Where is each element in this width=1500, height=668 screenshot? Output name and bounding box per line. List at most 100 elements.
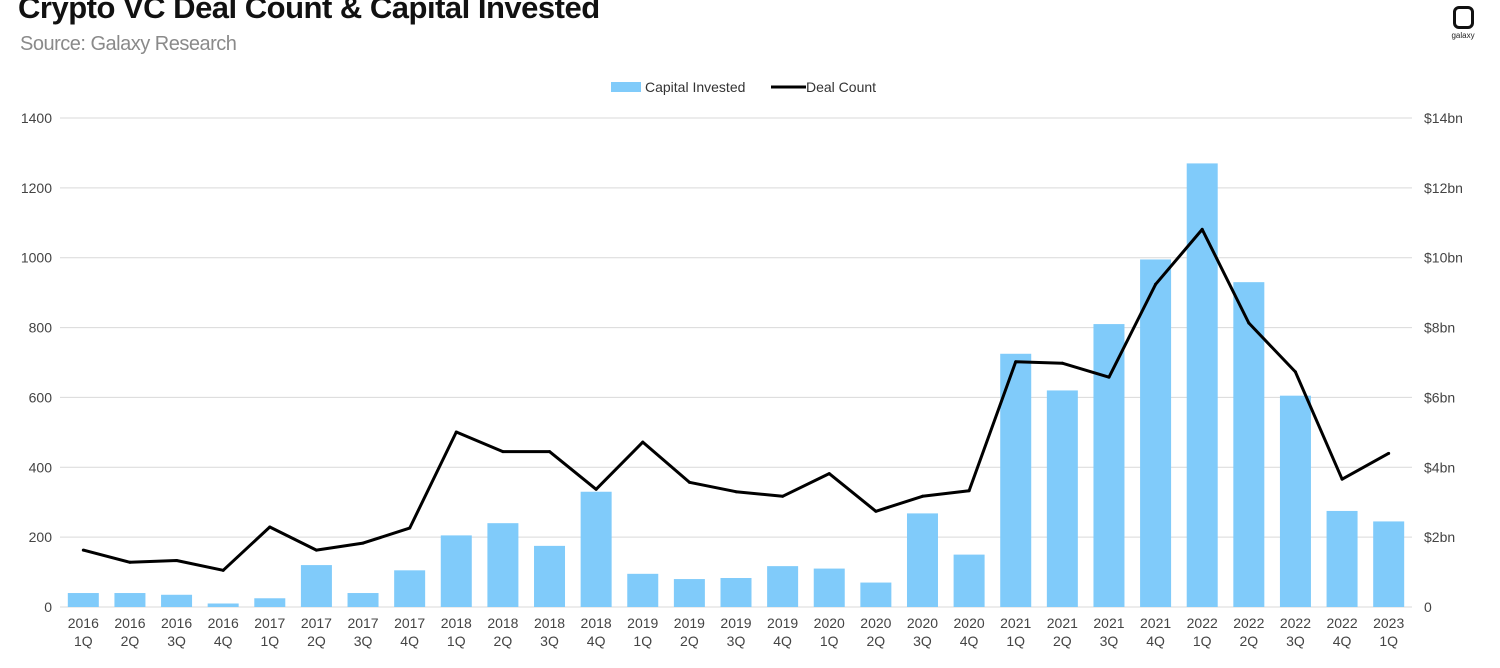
left-tick-label: 0 (44, 599, 52, 615)
x-tick-year: 2021 (1000, 615, 1031, 631)
left-tick-label: 1200 (21, 180, 52, 196)
galaxy-logo: galaxy (1446, 6, 1480, 40)
capital-invested-bar (1186, 163, 1218, 607)
right-tick-label: $10bn (1424, 250, 1463, 266)
capital-invested-bar (906, 513, 938, 607)
x-tick-quarter: 4Q (773, 633, 792, 649)
x-tick-quarter: 2Q (494, 633, 513, 649)
deal-count-point (81, 548, 85, 552)
x-tick-year: 2022 (1280, 615, 1311, 631)
x-tick-quarter: 1Q (1006, 633, 1025, 649)
x-tick-year: 2021 (1140, 615, 1171, 631)
chart-title: Crypto VC Deal Count & Capital Invested (18, 0, 600, 25)
x-tick-year: 2017 (394, 615, 425, 631)
capital-invested-bar (254, 598, 286, 607)
x-tick-quarter: 1Q (1193, 633, 1212, 649)
deal-count-point (1293, 370, 1297, 374)
x-tick-year: 2018 (487, 615, 518, 631)
deal-count-point (641, 440, 645, 444)
left-axis: 0 200 400 600 800 1000 1200 1400 (21, 110, 52, 615)
deal-count-point (548, 450, 552, 454)
deal-count-point (1247, 321, 1251, 325)
x-tick-quarter: 1Q (820, 633, 839, 649)
left-tick-label: 400 (29, 459, 53, 475)
deal-count-point (314, 548, 318, 552)
x-tick-year: 2017 (301, 615, 332, 631)
x-tick-quarter: 3Q (540, 633, 559, 649)
deal-count-point (128, 560, 132, 564)
capital-invested-bar (1233, 282, 1265, 607)
x-tick-quarter: 1Q (1379, 633, 1398, 649)
x-tick-quarter: 4Q (960, 633, 979, 649)
galaxy-logo-icon (1452, 6, 1474, 29)
galaxy-logo-text: galaxy (1451, 31, 1475, 40)
x-tick-year: 2016 (68, 615, 99, 631)
right-tick-label: $8bn (1424, 320, 1455, 336)
capital-invested-bar (300, 565, 332, 607)
deal-count-point (1107, 375, 1111, 379)
capital-invested-bar (953, 554, 985, 607)
legend-label-deal-count: Deal Count (806, 79, 876, 95)
deal-count-point (268, 525, 272, 529)
deal-count-point (920, 494, 924, 498)
deal-count-point (594, 487, 598, 491)
deal-count-point (1060, 361, 1064, 365)
x-tick-quarter: 4Q (214, 633, 233, 649)
deal-count-line (81, 227, 1391, 572)
x-tick-quarter: 2Q (867, 633, 886, 649)
x-tick-year: 2021 (1093, 615, 1124, 631)
x-tick-year: 2018 (534, 615, 565, 631)
x-tick-quarter: 4Q (400, 633, 419, 649)
x-axis: 2016 1Q 2016 2Q 2016 3Q 2016 4Q 2017 1Q 2017 2Q 2017… (68, 615, 1405, 649)
x-tick-year: 2019 (674, 615, 705, 631)
x-tick-year: 2020 (907, 615, 938, 631)
right-tick-label: 0 (1424, 599, 1432, 615)
x-tick-year: 2020 (814, 615, 845, 631)
capital-invested-bar (1140, 259, 1172, 607)
deal-count-point (1340, 477, 1344, 481)
capital-invested-bar (1046, 390, 1078, 607)
x-tick-quarter: 1Q (260, 633, 279, 649)
capital-invested-bar (161, 594, 193, 607)
capital-invested-bar (114, 593, 146, 607)
capital-invested-bar (207, 603, 239, 607)
legend-label-capital-invested: Capital Invested (645, 79, 745, 95)
x-tick-quarter: 2Q (680, 633, 699, 649)
x-tick-year: 2016 (114, 615, 145, 631)
deal-count-point (221, 568, 225, 572)
capital-invested-bar (1093, 324, 1125, 607)
capital-invested-bar (673, 579, 705, 607)
capital-invested-bar (1326, 510, 1358, 607)
deal-count-point (827, 472, 831, 476)
x-tick-quarter: 4Q (587, 633, 606, 649)
capital-invested-bar (1000, 353, 1032, 607)
capital-invested-bar (627, 573, 659, 607)
capital-invested-bars (67, 163, 1405, 607)
x-tick-quarter: 3Q (1100, 633, 1119, 649)
left-tick-label: 1000 (21, 250, 52, 266)
x-tick-year: 2021 (1047, 615, 1078, 631)
x-tick-quarter: 1Q (447, 633, 466, 649)
right-tick-label: $12bn (1424, 180, 1463, 196)
right-axis: 0 $2bn $4bn $6bn $8bn $10bn $12bn $14bn (1424, 110, 1463, 615)
x-tick-year: 2020 (954, 615, 985, 631)
deal-count-point (967, 489, 971, 493)
x-tick-year: 2018 (441, 615, 472, 631)
x-tick-year: 2017 (254, 615, 285, 631)
x-tick-year: 2019 (627, 615, 658, 631)
capital-invested-bar (1279, 395, 1311, 607)
x-tick-quarter: 4Q (1146, 633, 1165, 649)
capital-invested-bar (394, 570, 426, 607)
deal-count-point (501, 450, 505, 454)
capital-invested-bar (860, 582, 892, 607)
deal-count-point (874, 509, 878, 513)
x-tick-year: 2016 (161, 615, 192, 631)
x-tick-quarter: 2Q (1053, 633, 1072, 649)
x-tick-year: 2023 (1373, 615, 1404, 631)
x-tick-quarter: 2Q (1239, 633, 1258, 649)
capital-invested-bar (534, 545, 566, 607)
capital-invested-bar (720, 578, 752, 607)
x-tick-year: 2016 (208, 615, 239, 631)
x-tick-quarter: 3Q (354, 633, 373, 649)
